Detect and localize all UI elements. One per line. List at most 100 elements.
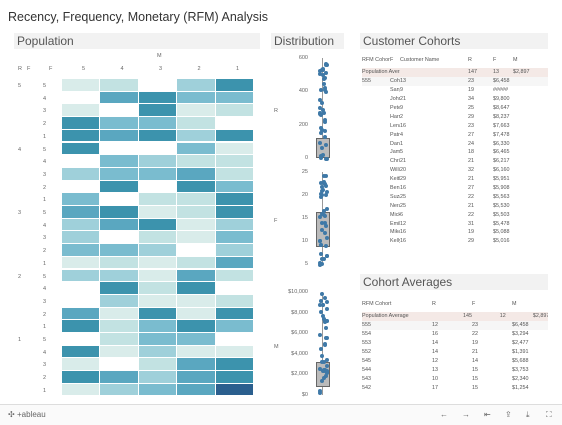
heatmap-cell[interactable] bbox=[138, 294, 177, 307]
heatmap-cell[interactable] bbox=[215, 358, 253, 371]
heatmap-cell[interactable] bbox=[62, 345, 100, 358]
distribution-plot-R[interactable]: 600 400 200 0 R bbox=[274, 55, 343, 161]
heatmap-cell[interactable] bbox=[138, 244, 177, 256]
redo-icon[interactable]: → bbox=[462, 410, 470, 419]
heatmap-cell[interactable] bbox=[138, 193, 177, 205]
heatmap-cell[interactable] bbox=[100, 142, 138, 155]
heatmap-cell[interactable] bbox=[138, 345, 177, 358]
heatmap-cell[interactable] bbox=[215, 320, 253, 332]
heatmap-cell[interactable] bbox=[215, 79, 253, 91]
heatmap-cell[interactable] bbox=[62, 333, 100, 345]
heatmap-cell[interactable] bbox=[62, 206, 100, 218]
heatmap-cell[interactable] bbox=[138, 155, 177, 167]
heatmap-cell[interactable] bbox=[62, 294, 100, 307]
heatmap-cell[interactable] bbox=[138, 167, 177, 180]
heatmap-cell[interactable] bbox=[215, 256, 253, 269]
heatmap-cell[interactable] bbox=[62, 269, 100, 282]
heatmap-cell[interactable] bbox=[138, 231, 177, 244]
heatmap-cell[interactable] bbox=[100, 371, 138, 383]
heatmap-cell[interactable] bbox=[177, 104, 215, 117]
heatmap-cell[interactable] bbox=[100, 282, 138, 294]
heatmap-cell[interactable] bbox=[100, 79, 138, 91]
heatmap-cell[interactable] bbox=[177, 206, 215, 218]
heatmap-cell[interactable] bbox=[177, 91, 215, 104]
heatmap-cell[interactable] bbox=[100, 256, 138, 269]
heatmap-cell[interactable] bbox=[62, 256, 100, 269]
heatmap-cell[interactable] bbox=[62, 167, 100, 180]
heatmap-cell[interactable] bbox=[100, 320, 138, 332]
heatmap-cell[interactable] bbox=[138, 307, 177, 320]
undo-icon[interactable]: ← bbox=[440, 410, 448, 419]
heatmap-cell[interactable] bbox=[138, 91, 177, 104]
heatmap-cell[interactable] bbox=[177, 345, 215, 358]
heatmap-cell[interactable] bbox=[100, 333, 138, 345]
heatmap-cell[interactable] bbox=[62, 383, 100, 396]
heatmap-cell[interactable] bbox=[177, 79, 215, 91]
heatmap-cell[interactable] bbox=[100, 294, 138, 307]
heatmap-cell[interactable] bbox=[215, 294, 253, 307]
heatmap-cell[interactable] bbox=[138, 320, 177, 332]
heatmap-cell[interactable] bbox=[177, 269, 215, 282]
heatmap-cell[interactable] bbox=[62, 91, 100, 104]
heatmap-cell[interactable] bbox=[62, 129, 100, 142]
fullscreen-icon[interactable]: ⛶ bbox=[546, 410, 552, 419]
heatmap-cell[interactable] bbox=[215, 231, 253, 244]
heatmap-cell[interactable] bbox=[215, 193, 253, 205]
heatmap-cell[interactable] bbox=[62, 244, 100, 256]
heatmap-cell[interactable] bbox=[177, 383, 215, 396]
heatmap-cell[interactable] bbox=[62, 193, 100, 205]
heatmap-cell[interactable] bbox=[62, 180, 100, 193]
heatmap-cell[interactable] bbox=[138, 333, 177, 345]
heatmap-cell[interactable] bbox=[138, 79, 177, 91]
heatmap-cell[interactable] bbox=[177, 358, 215, 371]
heatmap-cell[interactable] bbox=[62, 79, 100, 91]
heatmap-cell[interactable] bbox=[62, 231, 100, 244]
heatmap-cell[interactable] bbox=[177, 142, 215, 155]
heatmap-cell[interactable] bbox=[215, 307, 253, 320]
heatmap-cell[interactable] bbox=[138, 256, 177, 269]
heatmap-cell[interactable] bbox=[100, 307, 138, 320]
heatmap-cell[interactable] bbox=[100, 167, 138, 180]
heatmap-cell[interactable] bbox=[138, 129, 177, 142]
heatmap-cell[interactable] bbox=[100, 104, 138, 117]
heatmap-cell[interactable] bbox=[62, 282, 100, 294]
heatmap-cell[interactable] bbox=[138, 142, 177, 155]
heatmap-cell[interactable] bbox=[215, 180, 253, 193]
heatmap-cell[interactable] bbox=[177, 256, 215, 269]
heatmap-cell[interactable] bbox=[62, 142, 100, 155]
heatmap-cell[interactable] bbox=[215, 345, 253, 358]
heatmap-cell[interactable] bbox=[138, 371, 177, 383]
heatmap-cell[interactable] bbox=[177, 231, 215, 244]
heatmap-cell[interactable] bbox=[138, 383, 177, 396]
heatmap-cell[interactable] bbox=[177, 155, 215, 167]
heatmap-cell[interactable] bbox=[138, 269, 177, 282]
heatmap-cell[interactable] bbox=[100, 383, 138, 396]
heatmap-cell[interactable] bbox=[138, 117, 177, 129]
heatmap-cell[interactable] bbox=[62, 320, 100, 332]
share-icon[interactable]: ⇪ bbox=[505, 410, 512, 419]
heatmap-cell[interactable] bbox=[138, 358, 177, 371]
heatmap-cell[interactable] bbox=[215, 142, 253, 155]
heatmap-cell[interactable] bbox=[177, 307, 215, 320]
heatmap-cell[interactable] bbox=[100, 155, 138, 167]
heatmap-cell[interactable] bbox=[100, 269, 138, 282]
heatmap-cell[interactable] bbox=[177, 282, 215, 294]
heatmap-cell[interactable] bbox=[177, 294, 215, 307]
heatmap-cell[interactable] bbox=[100, 345, 138, 358]
heatmap-cell[interactable] bbox=[215, 371, 253, 383]
heatmap-cell[interactable] bbox=[138, 206, 177, 218]
distribution-plot-M[interactable]: $10,000 $8,000 $6,000 $4,000 $2,000 $0 M bbox=[274, 289, 343, 398]
heatmap-cell[interactable] bbox=[62, 218, 100, 231]
heatmap-cell[interactable] bbox=[215, 129, 253, 142]
heatmap-cell[interactable] bbox=[62, 104, 100, 117]
heatmap-cell[interactable] bbox=[177, 333, 215, 345]
distribution-plot-F[interactable]: 25 20 15 10 5 F bbox=[274, 169, 343, 267]
heatmap-cell[interactable] bbox=[100, 193, 138, 205]
heatmap-cell[interactable] bbox=[100, 231, 138, 244]
heatmap-cell[interactable] bbox=[215, 91, 253, 104]
heatmap-cell[interactable] bbox=[215, 104, 253, 117]
heatmap-cell[interactable] bbox=[215, 282, 253, 294]
heatmap-cell[interactable] bbox=[215, 218, 253, 231]
heatmap-cell[interactable] bbox=[100, 129, 138, 142]
heatmap-cell[interactable] bbox=[177, 371, 215, 383]
